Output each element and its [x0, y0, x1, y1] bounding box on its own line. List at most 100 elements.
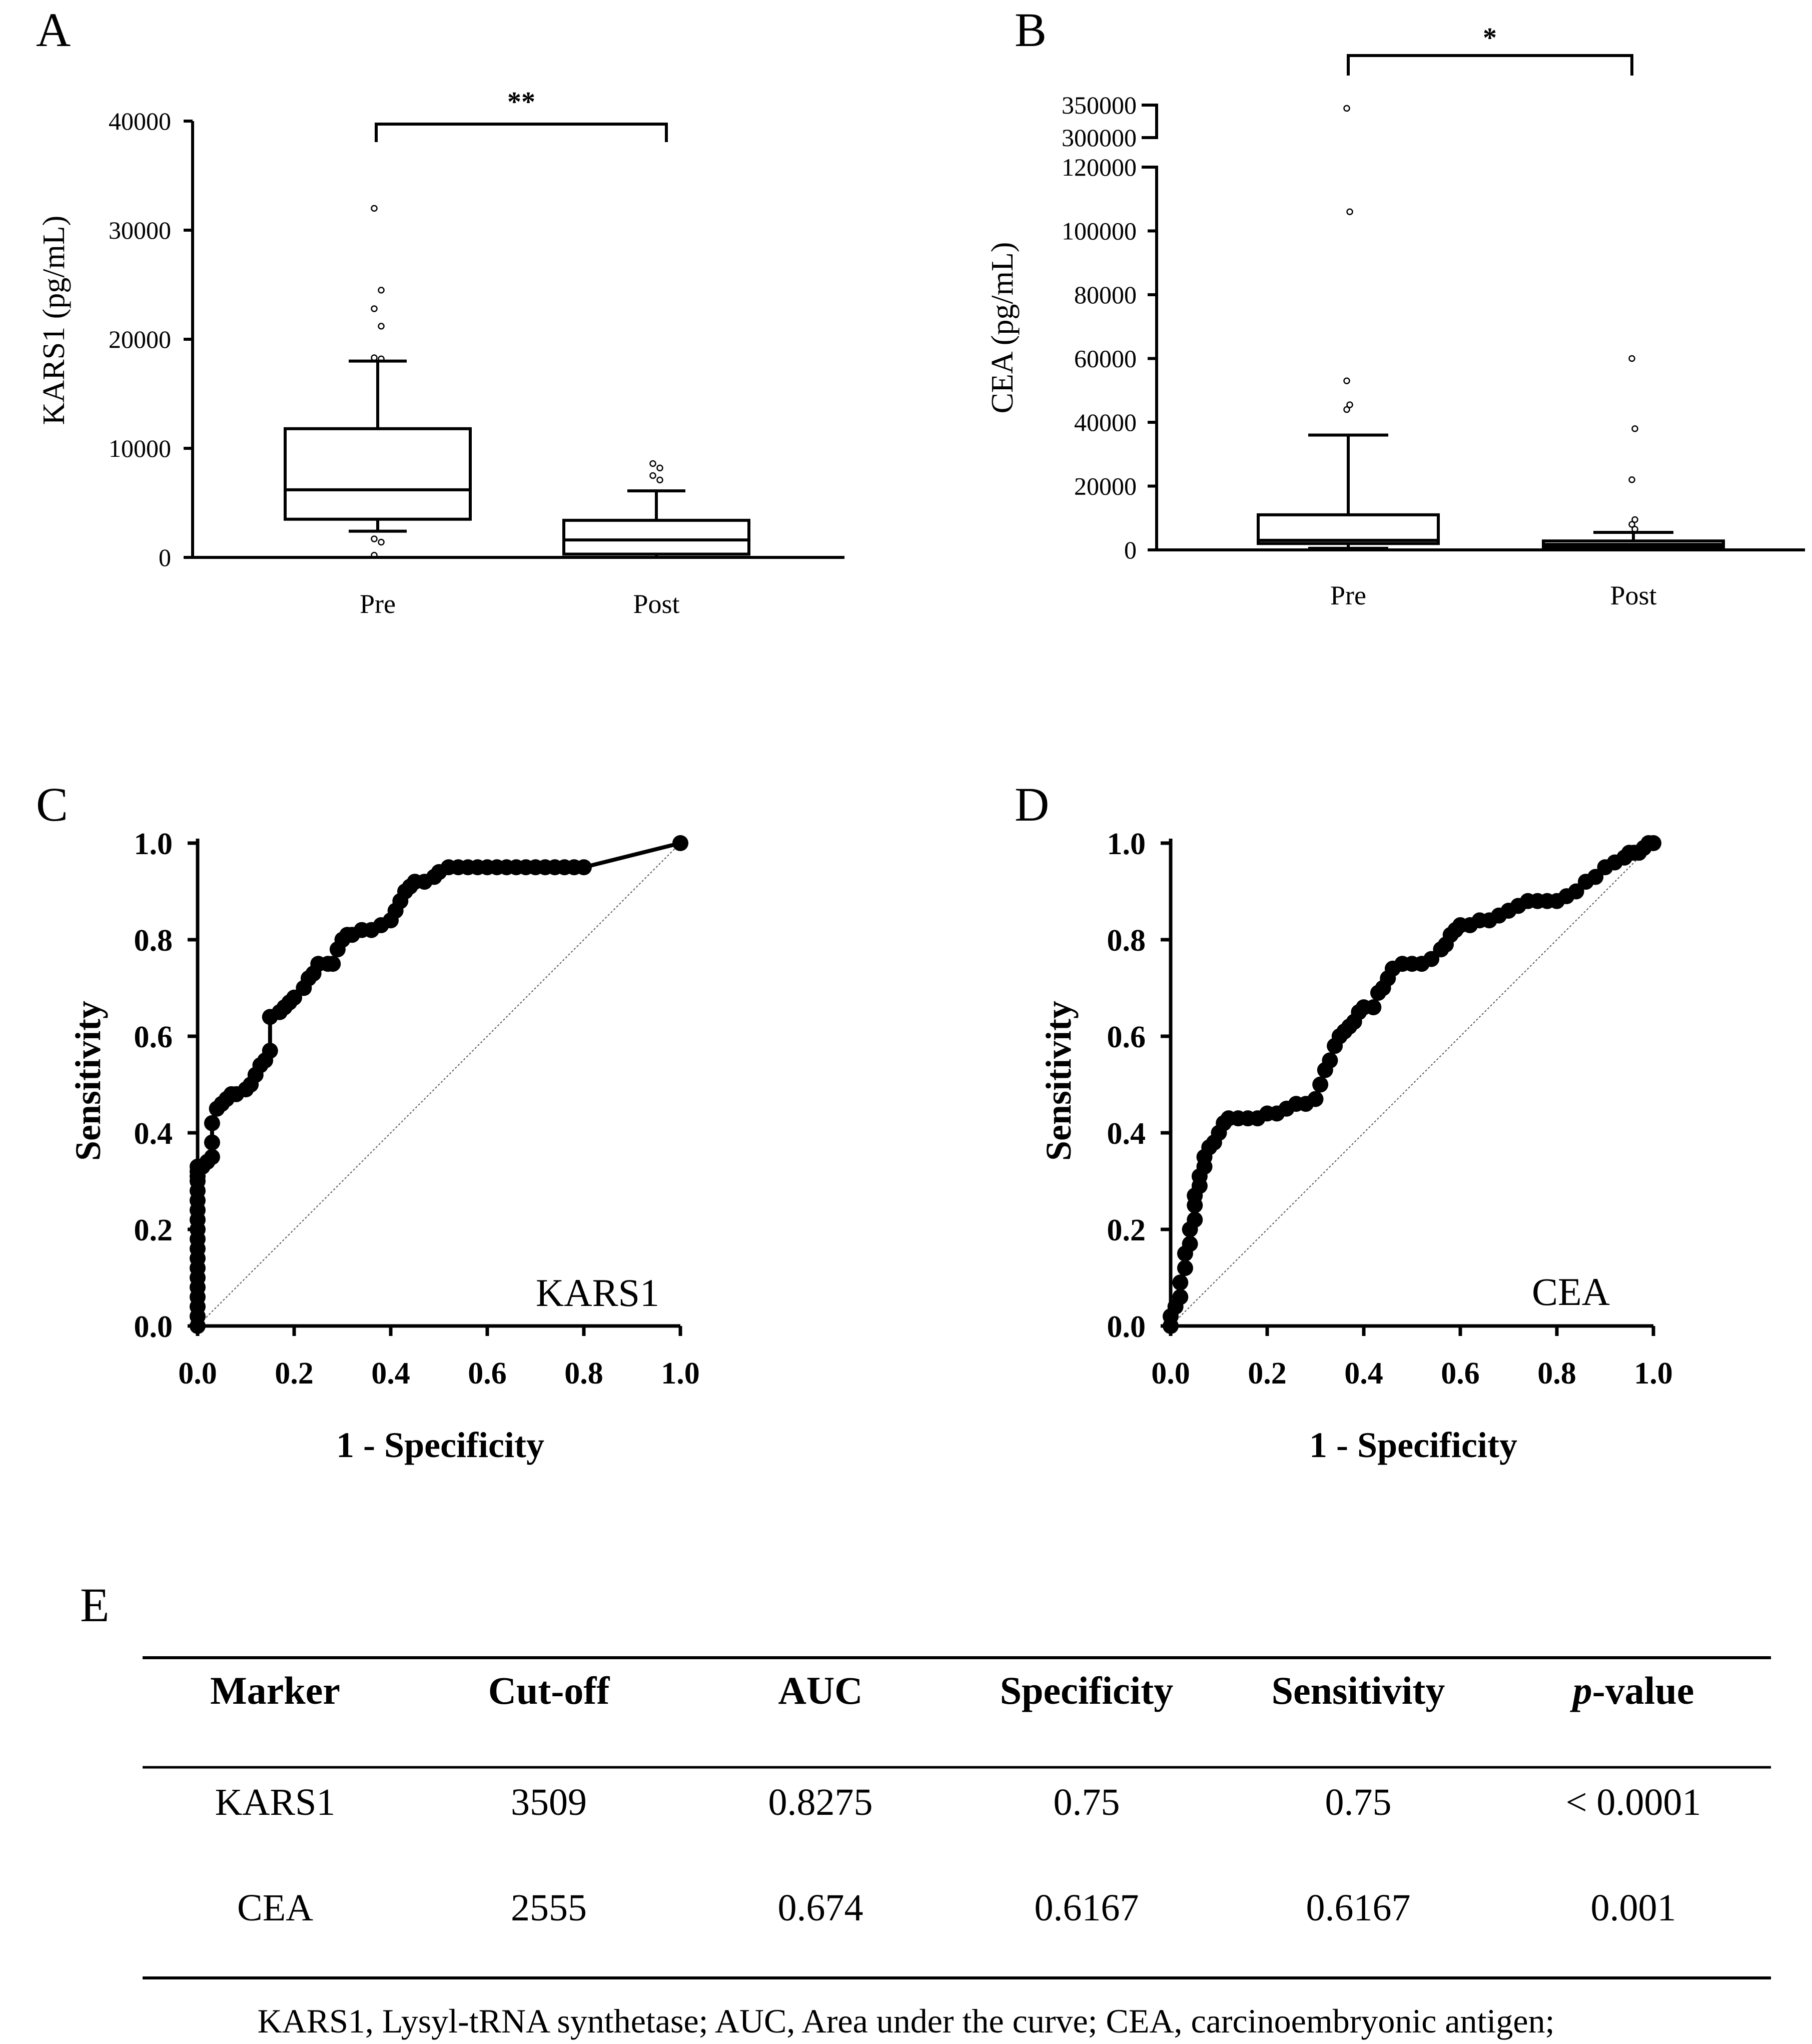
panel-d-xtick-label: 0.8: [1537, 1356, 1576, 1391]
panel-c-xlabel: 1 - Specificity: [336, 1425, 544, 1465]
panel-d-ytick-label: 0.4: [1107, 1117, 1146, 1151]
panel-c: C 0.0 0.2 0.4 0.6 0.8 1.0 0.0 0.2 0.4 0.6 0.8 1.0 S…: [36, 778, 700, 1465]
table-cell: 0.674: [778, 1887, 863, 1929]
panel-c-roc-point: [672, 835, 688, 851]
table-body: KARS1 3509 0.8275 0.75 0.75 < 0.0001 CEA 2555 0.…: [215, 1781, 1701, 1929]
table-header-cell: Marker: [210, 1669, 340, 1712]
box-post: [562, 518, 750, 556]
panel-b-ytick-label: 0: [1124, 536, 1137, 564]
table-header-cell: Sensitivity: [1272, 1669, 1445, 1712]
outlier-point: [1628, 521, 1635, 528]
table-cell: < 0.0001: [1566, 1781, 1701, 1823]
panel-a-xtick-pre: Pre: [360, 589, 396, 619]
outlier-point: [649, 472, 656, 479]
panel-b-ytick-label: 20000: [1074, 472, 1137, 500]
outlier-point: [1346, 401, 1353, 408]
panel-b-significance: *: [1483, 23, 1497, 54]
panel-c-curve: [190, 835, 688, 1334]
panel-b-label: B: [1015, 3, 1047, 57]
panel-c-roc-point: [262, 1042, 278, 1059]
panel-b-significance-bracket: [1347, 54, 1633, 76]
outlier-point: [378, 323, 385, 330]
panel-b-ytick-label: 60000: [1074, 345, 1137, 373]
panel-d-roc-point: [1187, 1211, 1203, 1228]
table-cell: 0.001: [1591, 1887, 1676, 1929]
panel-c-ytick-label: 0.6: [134, 1020, 173, 1054]
panel-b-ytick-label: 350000: [1062, 91, 1137, 119]
panel-a-label: A: [36, 3, 71, 57]
outlier-point: [1631, 516, 1638, 523]
panel-b-ytick-label: 80000: [1074, 281, 1137, 309]
box-pre: [284, 427, 472, 521]
panel-d-roc-point: [1172, 1289, 1189, 1305]
panel-d-ytick-label: 0.8: [1107, 924, 1146, 958]
panel-a-ytick-label: 0: [159, 543, 171, 571]
table-cell: 0.75: [1325, 1781, 1392, 1823]
table-cell: 0.6167: [1035, 1887, 1139, 1929]
outlier-point: [1346, 208, 1353, 215]
panel-d-xtick-label: 0.4: [1344, 1356, 1383, 1391]
panel-d-ytick-label: 0.0: [1107, 1310, 1146, 1344]
panel-a-boxes: [284, 205, 750, 559]
panel-d-ytick-label: 1.0: [1107, 827, 1146, 861]
panel-e-label: E: [80, 1578, 110, 1632]
panel-c-xtick-label: 0.6: [468, 1356, 507, 1391]
outlier-point: [371, 551, 378, 559]
panel-a-significance: **: [507, 87, 535, 118]
outlier-point: [649, 460, 656, 467]
outlier-point: [371, 205, 378, 212]
table-header-cell: AUC: [778, 1669, 863, 1712]
panel-b-boxes: [1257, 105, 1725, 551]
table-footnote: KARS1, Lysyl-tRNA synthetase; AUC, Area …: [258, 2002, 1555, 2040]
panel-b-y-axis-upper: [1142, 104, 1158, 139]
outlier-point: [1631, 425, 1638, 432]
panel-d-xtick-label: 0.2: [1248, 1356, 1287, 1391]
panel-d-roc-point: [1312, 1076, 1329, 1093]
panel-a-ylabel: KARS1 (pg/mL): [37, 216, 71, 425]
panel-d-roc-point: [1307, 1091, 1324, 1107]
panel-c-xtick-label: 0.0: [178, 1356, 217, 1391]
table-cell: KARS1: [215, 1781, 336, 1823]
panel-d-roc-point: [1365, 999, 1382, 1016]
outlier-point: [371, 305, 378, 312]
outlier-point: [1628, 476, 1635, 483]
panel-c-roc-point: [576, 859, 592, 876]
panel-b-xtick-pre: Pre: [1330, 580, 1366, 610]
table-header-cell: Specificity: [1000, 1669, 1174, 1712]
panel-d-label: D: [1015, 778, 1049, 831]
outlier-point: [1628, 355, 1635, 362]
panel-c-xtick-label: 0.4: [371, 1356, 410, 1391]
panel-c-ytick-label: 0.4: [134, 1117, 173, 1151]
panel-c-ytick-label: 0.8: [134, 924, 173, 958]
table-cell: 2555: [511, 1887, 587, 1929]
panel-d-curve: [1163, 835, 1661, 1334]
panel-c-ticks: 0.0 0.2 0.4 0.6 0.8 1.0 0.0 0.2 0.4 0.6 0.8 1.0: [134, 827, 700, 1391]
outlier-point: [1631, 525, 1638, 533]
panel-c-reference-diagonal: [197, 843, 681, 1326]
panel-c-roc-point: [204, 1149, 220, 1165]
panel-a-xtick-post: Post: [633, 589, 679, 619]
panel-c-ytick-label: 0.0: [134, 1310, 173, 1344]
panel-b-xtick-post: Post: [1610, 580, 1656, 610]
table-header-cell: p-value: [1570, 1669, 1694, 1712]
panel-c-annotation: KARS1: [536, 1271, 659, 1314]
table-header: Marker Cut-off AUC Specificity Sensitivity p-…: [210, 1669, 1694, 1712]
panel-c-roc-point: [204, 1115, 220, 1131]
panel-c-xtick-label: 1.0: [661, 1356, 700, 1391]
panel-c-label: C: [36, 778, 68, 831]
panel-d-annotation: CEA: [1532, 1270, 1610, 1313]
table-cell: 0.75: [1054, 1781, 1120, 1823]
panel-d-xtick-label: 0.0: [1151, 1356, 1190, 1391]
panel-b-ytick-label: 40000: [1074, 408, 1137, 436]
table-cell: 0.8275: [768, 1781, 873, 1823]
panel-d-reference-diagonal: [1170, 843, 1654, 1326]
panel-b-ytick-label: 300000: [1062, 124, 1137, 152]
panel-a: A KARS1 (pg/mL) 0 10000 20000 30000 40000 Pr…: [36, 3, 844, 619]
outlier-point: [656, 464, 663, 471]
outlier-point: [656, 476, 663, 483]
panel-d-roc-point: [1182, 1235, 1198, 1252]
panel-e: E Marker Cut-off AUC Specificity Sensitivity…: [80, 1578, 1771, 2040]
outlier-point: [378, 538, 385, 546]
